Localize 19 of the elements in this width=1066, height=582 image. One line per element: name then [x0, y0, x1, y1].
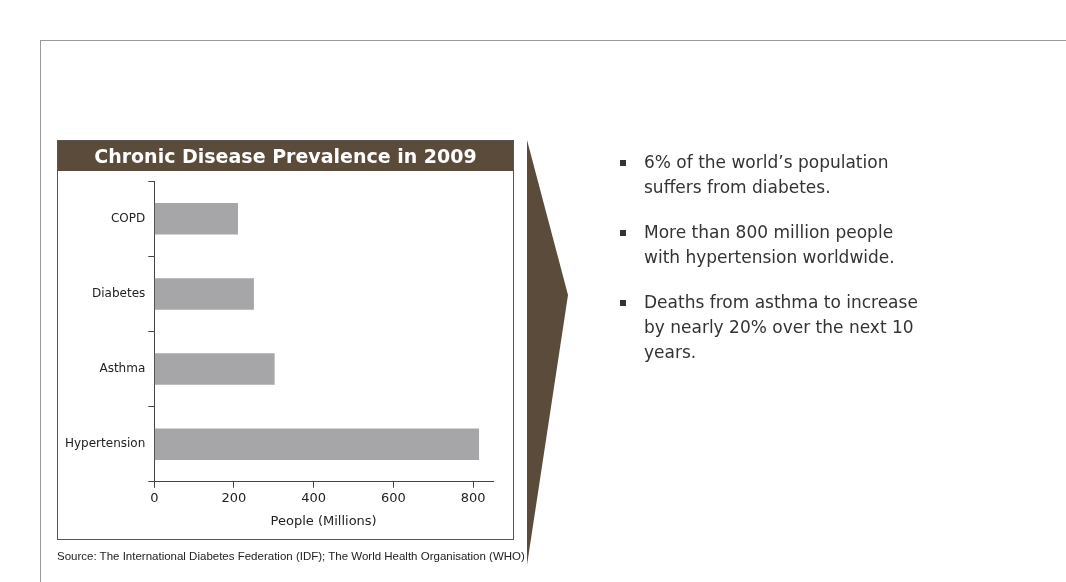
x-tick-label: 600 — [380, 489, 406, 505]
y-tick-label: Asthma — [99, 361, 146, 376]
bar — [154, 202, 238, 235]
text: Deaths from asthma to increase by nearly 20% over the next 10 years. — [644, 292, 918, 362]
y-tick-label: Hypertension — [64, 436, 146, 451]
bar — [154, 278, 254, 310]
bar — [154, 428, 480, 461]
y-tick-label: Diabetes — [92, 286, 146, 301]
x-tick-label: 0 — [150, 489, 159, 505]
x-tick-label: 400 — [301, 489, 327, 505]
text: More than 800 million people with hypertension worldwide. — [644, 222, 895, 267]
x-tick-label: 800 — [460, 489, 486, 505]
chart-title: Chronic Disease Prevalence in 2009 — [58, 141, 513, 171]
x-tick-label: 200 — [221, 489, 247, 505]
x-axis-title: People (Millions) — [270, 512, 377, 528]
y-tick-label: COPD — [110, 210, 146, 225]
source-note: Source: The International Diabetes Federation (IDF); The World Health Organisation (WHO) — [57, 549, 526, 564]
bar — [154, 353, 275, 385]
text: 6% of the world’s population suffers from diabetes. — [644, 152, 889, 197]
